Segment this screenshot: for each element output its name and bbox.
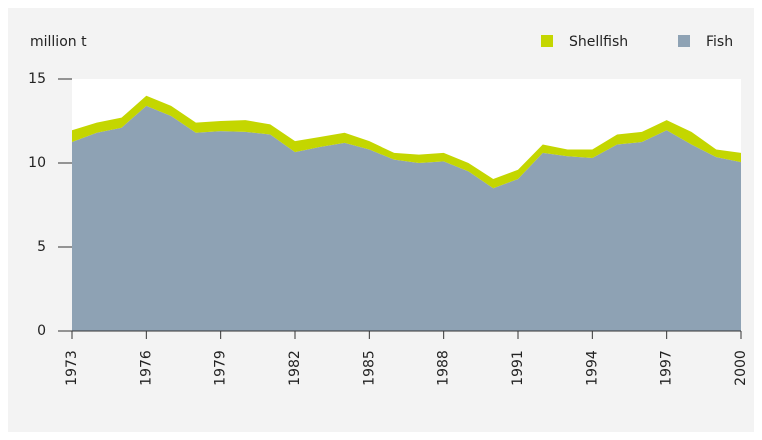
x-tick-label: 1997	[659, 350, 675, 386]
legend-swatch	[678, 35, 690, 47]
y-tick-label: 0	[37, 323, 46, 339]
area	[72, 105, 741, 331]
x-tick-label: 1973	[64, 350, 80, 386]
legend-label: Shellfish	[569, 34, 628, 50]
y-axis-label: million t	[30, 34, 87, 50]
x-tick-label: 1991	[510, 350, 526, 386]
area	[72, 95, 741, 189]
y-tick-label: 5	[37, 239, 46, 255]
y-tick-label: 10	[28, 155, 46, 171]
legend-swatch	[541, 35, 553, 47]
x-tick-label: 1979	[213, 350, 229, 386]
y-tick-label: 15	[28, 71, 46, 87]
x-tick-label: 1985	[361, 350, 377, 386]
legend-label: Fish	[706, 34, 733, 50]
x-tick-label: 1994	[584, 350, 600, 386]
x-tick-label: 1976	[138, 350, 154, 386]
x-tick-label: 1988	[436, 350, 452, 386]
x-tick-label: 1982	[287, 350, 303, 386]
x-tick-label: 2000	[733, 350, 749, 386]
